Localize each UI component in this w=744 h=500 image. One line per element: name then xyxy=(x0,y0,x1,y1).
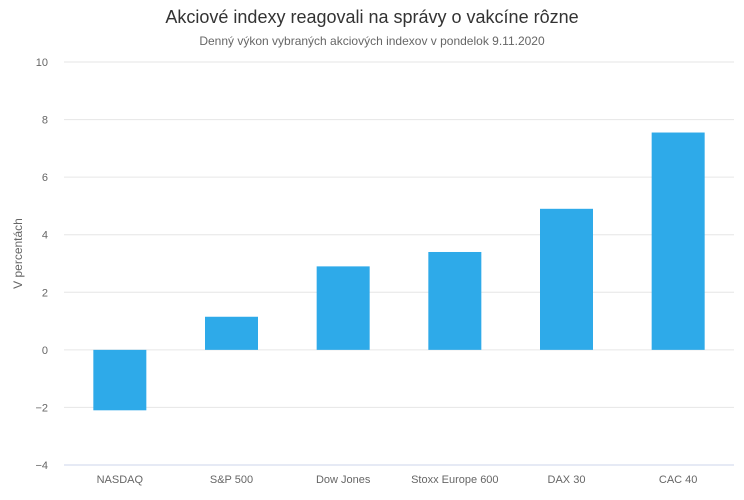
x-axis-ticks: NASDAQ S&P 500 Dow Jones Stoxx Europe 600 DA… xyxy=(97,474,698,486)
y-axis-ticks: 10 8 6 4 2 0 −2 −4 xyxy=(35,57,48,472)
y-tick-label: 10 xyxy=(36,57,48,69)
chart-subtitle: Denný výkon vybraných akciových indexov … xyxy=(199,34,545,48)
y-tick-label: 8 xyxy=(42,115,48,127)
x-tick-label: S&P 500 xyxy=(210,474,253,486)
y-tick-label: 2 xyxy=(42,287,48,299)
x-tick-label: DAX 30 xyxy=(548,474,586,486)
bar[interactable] xyxy=(651,132,705,350)
x-tick-label: NASDAQ xyxy=(97,474,144,486)
bar[interactable] xyxy=(205,316,258,350)
x-tick-label: CAC 40 xyxy=(659,474,698,486)
gridlines xyxy=(64,61,734,466)
y-tick-label: 4 xyxy=(42,230,48,242)
x-tick-label: Stoxx Europe 600 xyxy=(411,474,498,486)
bar[interactable] xyxy=(316,266,370,350)
bars xyxy=(93,132,705,411)
bar[interactable] xyxy=(540,208,593,350)
y-tick-label: −4 xyxy=(35,460,48,472)
bar[interactable] xyxy=(428,251,482,350)
y-axis-title: V percentách xyxy=(11,218,25,289)
x-tick-label: Dow Jones xyxy=(316,474,371,486)
chart-title: Akciové indexy reagovali na správy o vak… xyxy=(165,7,579,27)
bar[interactable] xyxy=(93,349,147,411)
y-tick-label: 6 xyxy=(42,172,48,184)
y-tick-label: −2 xyxy=(35,402,48,414)
y-tick-label: 0 xyxy=(42,345,48,357)
